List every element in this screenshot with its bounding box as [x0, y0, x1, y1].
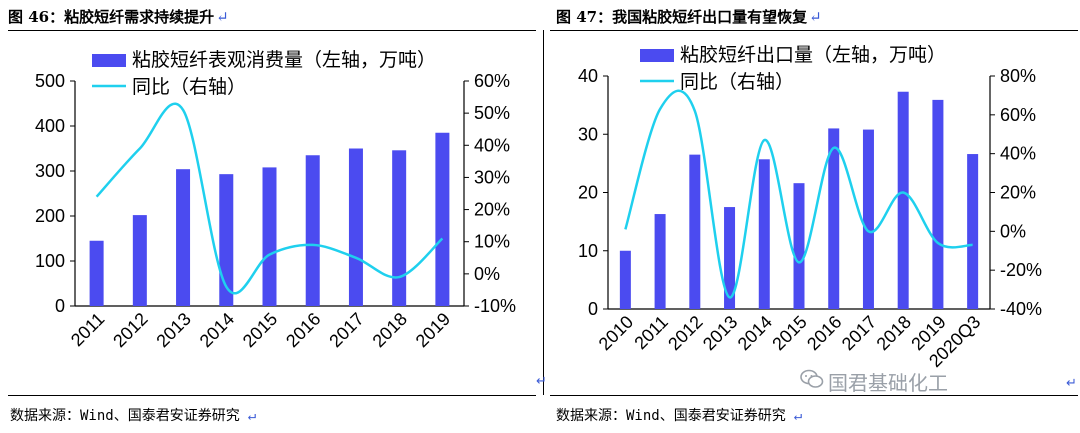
right-tick-label: 40%	[474, 135, 510, 155]
bar-2018	[392, 150, 407, 306]
x-tick-label: 2011	[630, 312, 672, 354]
bar-2017	[862, 129, 874, 309]
wechat-icon	[800, 369, 824, 388]
right-tick-label: 0%	[474, 264, 500, 284]
x-tick-label: 2015	[239, 309, 281, 351]
right-tick-label: 60%	[1000, 105, 1036, 125]
right-source-text: 数据来源：Wind、国泰君安证券研究	[556, 408, 786, 424]
right-tick-label: -40%	[1000, 299, 1042, 319]
bar-2017	[348, 148, 363, 306]
x-tick-label: 2017	[838, 312, 880, 354]
bar-2016	[305, 155, 320, 306]
bar-2013	[724, 207, 736, 309]
yoy-line	[624, 89, 973, 299]
right-tick-label: 20%	[1000, 183, 1036, 203]
yoy-line	[95, 102, 444, 295]
bar-2011	[89, 240, 104, 306]
x-tick-label: 2012	[109, 309, 151, 351]
left-panel: 图 46：粘胶短纤需求持续提升 ↵ 0 100 200 300 400 500 -10% 0% 1…	[8, 6, 516, 425]
left-tick-label: 100	[35, 251, 65, 271]
right-panel: 图 47：我国粘胶短纤出口量有望恢复 ↵ 0 10 20 30 40 -40% -20% 0% 2…	[540, 0, 1080, 433]
right-tick-label: 10%	[474, 232, 510, 252]
watermark-text: 国君基础化工	[828, 371, 948, 395]
right-tick-label: 60%	[474, 71, 510, 91]
right-tick-label: 80%	[1000, 66, 1036, 86]
left-tick-label: 500	[35, 71, 65, 91]
left-tick-label: 400	[35, 116, 65, 136]
right-figure-title: 图 47：我国粘胶短纤出口量有望恢复 ↵	[556, 6, 822, 27]
x-tick-label: 2013	[152, 309, 194, 351]
x-tick-label: 2016	[803, 312, 845, 354]
x-tick-label: 2016	[282, 309, 324, 351]
bar-2010	[619, 250, 631, 309]
bar-2019	[435, 132, 450, 306]
bottom-rule-right	[550, 395, 1078, 396]
return-mark: ↵	[536, 374, 547, 389]
left-source: 数据来源：Wind、国泰君安证券研究 ↵	[10, 405, 256, 425]
legend-line-label: 同比（右轴）	[680, 71, 794, 93]
legend-bar-label: 粘胶短纤出口量（左轴，万吨）	[680, 44, 946, 66]
left-title-text: 图 46：粘胶短纤需求持续提升	[8, 8, 215, 26]
return-mark: ↵	[809, 8, 822, 26]
x-tick-label: 2010	[595, 312, 637, 354]
x-tick-label: 2015	[768, 312, 810, 354]
left-tick-label: 20	[578, 183, 598, 203]
top-rule-left	[8, 30, 536, 31]
return-mark: ↵	[216, 8, 229, 26]
right-tick-label: 20%	[474, 200, 510, 220]
left-tick-label: 0	[55, 296, 65, 316]
legend-bar-label: 粘胶短纤表观消费量（左轴，万吨）	[132, 49, 436, 71]
return-mark: ↵	[247, 408, 257, 424]
x-tick-label: 2013	[699, 312, 741, 354]
bar-2014	[219, 174, 234, 306]
x-tick-label: 2017	[325, 309, 367, 351]
right-source: 数据来源：Wind、国泰君安证券研究 ↵	[556, 405, 802, 425]
left-chart: 0 100 200 300 400 500 -10% 0% 10% 20% 30% 40% 50% 60%…	[35, 49, 516, 351]
bottom-rule-left	[8, 395, 536, 396]
panel-divider	[543, 30, 544, 395]
right-title-text: 图 47：我国粘胶短纤出口量有望恢复	[556, 8, 808, 26]
left-tick-label: 200	[35, 206, 65, 226]
return-mark: ↵	[1066, 376, 1077, 391]
bar-2018	[897, 91, 909, 309]
left-source-text: 数据来源：Wind、国泰君安证券研究	[10, 408, 240, 424]
legend-bar-swatch	[92, 54, 126, 67]
return-mark: ↵	[793, 408, 803, 424]
bar-2014	[758, 159, 770, 309]
x-tick-label: 2011	[67, 309, 109, 351]
left-tick-label: 30	[578, 124, 598, 144]
bar-2019	[932, 99, 944, 309]
right-tick-label: 30%	[474, 167, 510, 187]
bar-2015	[262, 167, 277, 306]
bar-2013	[176, 169, 191, 306]
left-tick-label: 0	[588, 299, 598, 319]
x-tick-label: 2012	[664, 312, 706, 354]
bar-2016	[828, 128, 840, 309]
right-chart: 010203040-40%-20%0%20%40%60%80%201020112…	[578, 44, 1042, 371]
bar-2020Q3	[967, 154, 979, 309]
right-tick-label: -10%	[474, 296, 516, 316]
right-tick-label: -20%	[1000, 260, 1042, 280]
left-tick-label: 10	[578, 241, 598, 261]
bar-2015	[793, 183, 805, 309]
legend-bar-swatch	[640, 49, 674, 62]
x-tick-label: 2018	[873, 312, 915, 354]
bar-2012	[689, 154, 701, 309]
legend-line-label: 同比（右轴）	[132, 76, 246, 98]
right-tick-label: 40%	[1000, 144, 1036, 164]
right-tick-label: 0%	[1000, 221, 1026, 241]
bar-2011	[654, 214, 666, 309]
left-figure-title: 图 46：粘胶短纤需求持续提升 ↵	[8, 6, 229, 27]
left-tick-label: 300	[35, 161, 65, 181]
right-tick-label: 50%	[474, 103, 510, 123]
bar-2012	[132, 215, 147, 306]
x-tick-label: 2019	[412, 309, 454, 351]
x-tick-label: 2014	[196, 309, 238, 351]
x-tick-label: 2014	[734, 312, 776, 354]
left-tick-label: 40	[578, 66, 598, 86]
x-tick-label: 2018	[369, 309, 411, 351]
top-rule-right	[550, 30, 1078, 31]
